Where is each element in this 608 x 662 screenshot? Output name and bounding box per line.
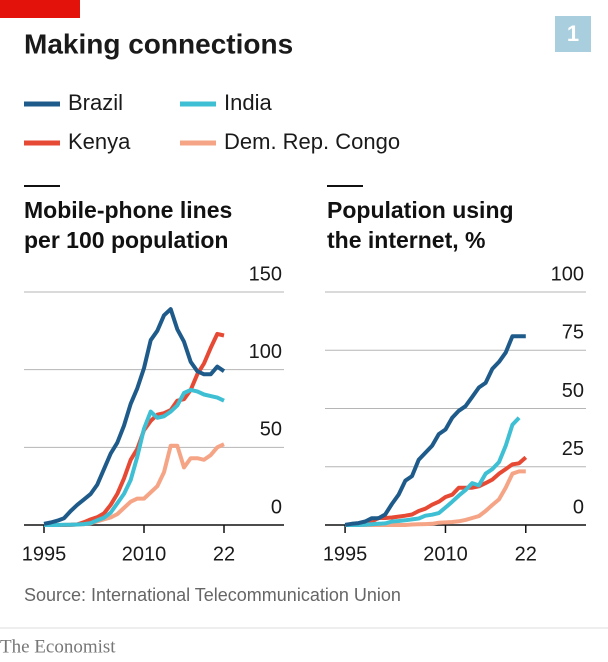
series-line: [44, 387, 225, 527]
x-tick-label: 22: [213, 543, 235, 565]
legend-label: Brazil: [68, 90, 123, 115]
x-tick-label: 1995: [323, 543, 368, 565]
y-tick-label: 100: [551, 263, 584, 285]
source: Source: International Telecommunication …: [24, 585, 401, 605]
chart-title: Making connections: [24, 28, 293, 59]
x-tick-label: 22: [515, 543, 537, 565]
series-line: [344, 334, 526, 527]
y-tick-label: 25: [562, 438, 584, 460]
brand: The Economist: [0, 636, 116, 657]
x-tick-label: 2010: [122, 543, 167, 565]
y-tick-label: 50: [260, 419, 282, 441]
series-line: [345, 416, 521, 527]
x-tick-label: 1995: [22, 543, 67, 565]
legend-label: India: [224, 90, 272, 115]
series-line: [44, 331, 225, 527]
y-tick-label: 0: [573, 496, 584, 518]
badge: 1: [567, 21, 579, 46]
y-tick-label: 100: [249, 341, 282, 363]
legend-label: Kenya: [68, 129, 131, 154]
y-tick-label: 75: [562, 322, 584, 344]
badge-box: [555, 16, 591, 52]
panel-title: Population using the internet, %: [327, 197, 514, 253]
y-tick-label: 150: [249, 263, 282, 285]
legend-label: Dem. Rep. Congo: [224, 129, 400, 154]
panel-title: Mobile-phone lines per 100 population: [24, 197, 233, 253]
y-tick-label: 0: [271, 496, 282, 518]
x-tick-label: 2010: [423, 543, 468, 565]
brand-tag: [0, 0, 80, 18]
y-tick-label: 50: [562, 380, 584, 402]
series-line: [43, 307, 226, 526]
